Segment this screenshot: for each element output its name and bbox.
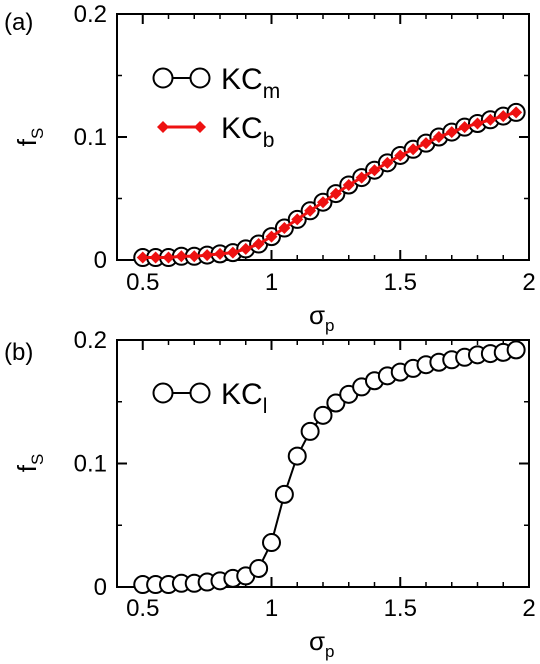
plot-frame	[116, 339, 530, 588]
x-tick-label: 1.5	[384, 269, 417, 296]
data-point-circle	[249, 558, 269, 578]
data-point-diamond	[278, 222, 291, 235]
data-point-diamond	[355, 171, 368, 184]
panel-label: (a)	[4, 9, 33, 36]
plot-frame	[116, 13, 530, 261]
data-point-diamond	[188, 250, 201, 263]
legend-marker	[152, 67, 174, 89]
legend-marker	[152, 382, 174, 404]
y-tick-label: 0.1	[74, 124, 107, 151]
data-point-diamond	[252, 238, 265, 251]
data-point-diamond	[136, 251, 149, 264]
y-tick-label: 0.2	[74, 327, 107, 354]
data-point-diamond	[304, 204, 317, 217]
data-point-diamond	[420, 137, 432, 150]
panel-a: (a) 0.5 1 1.5 2 0 0.1 0.2 σp fS KCm KCb	[4, 1, 536, 335]
legend-marker	[194, 121, 206, 133]
y-tick-label: 0	[94, 574, 107, 601]
data-point-diamond	[291, 213, 304, 226]
legend-marker	[157, 121, 169, 133]
data-point-diamond	[149, 251, 162, 264]
data-point-diamond	[329, 187, 342, 200]
y-tick-label: 0	[94, 247, 107, 274]
legend-marker	[189, 382, 211, 404]
data-point-diamond	[458, 121, 471, 134]
data-point-diamond	[407, 143, 420, 156]
data-point-diamond	[381, 156, 394, 169]
legend-label: KCm	[221, 63, 280, 103]
x-tick-label: 1	[265, 595, 278, 622]
data-point-diamond	[394, 149, 407, 162]
data-point-diamond	[497, 110, 510, 123]
data-point-diamond	[445, 126, 458, 139]
y-tick-label: 0.2	[74, 1, 107, 28]
legend-label: KCl	[221, 378, 267, 418]
x-tick-label: 2	[522, 595, 535, 622]
x-axis-label: σp	[309, 300, 335, 335]
data-point-diamond	[201, 249, 214, 262]
data-point-diamond	[265, 230, 278, 243]
legend-marker	[189, 67, 211, 89]
data-point-circle	[300, 421, 320, 441]
data-point-circle	[262, 533, 281, 553]
data-point-circle	[326, 393, 346, 413]
data-point-diamond	[368, 164, 381, 177]
data-point-diamond	[510, 106, 523, 119]
data-point-diamond	[432, 131, 445, 143]
data-point-circle	[506, 340, 526, 360]
data-point-diamond	[214, 247, 226, 260]
panel-b: (b) 0.5 1 1.5 2 0 0.1 0.2 σp fS KCl	[4, 327, 536, 661]
panel-label: (b)	[4, 339, 33, 366]
x-tick-label: 1	[265, 269, 278, 296]
y-axis-label: fS	[12, 454, 47, 473]
data-point-diamond	[162, 251, 175, 264]
x-tick-label: 1.5	[384, 595, 417, 622]
data-point-diamond	[317, 196, 329, 209]
data-point-diamond	[484, 113, 497, 126]
legend-label: KCb	[221, 112, 274, 152]
data-point-diamond	[342, 178, 355, 191]
x-tick-label: 2	[522, 269, 535, 296]
y-tick-label: 0.1	[74, 451, 107, 478]
x-tick-label: 0.5	[126, 595, 159, 622]
x-tick-label: 0.5	[126, 269, 159, 296]
data-point-circle	[274, 484, 294, 504]
data-point-diamond	[239, 242, 252, 255]
data-point-circle	[313, 405, 333, 425]
data-point-diamond	[175, 250, 188, 263]
data-point-diamond	[226, 246, 239, 259]
x-axis-label: σp	[309, 626, 335, 661]
data-point-circle	[287, 446, 307, 466]
data-point-diamond	[471, 117, 484, 130]
y-axis-label: fS	[12, 128, 47, 147]
